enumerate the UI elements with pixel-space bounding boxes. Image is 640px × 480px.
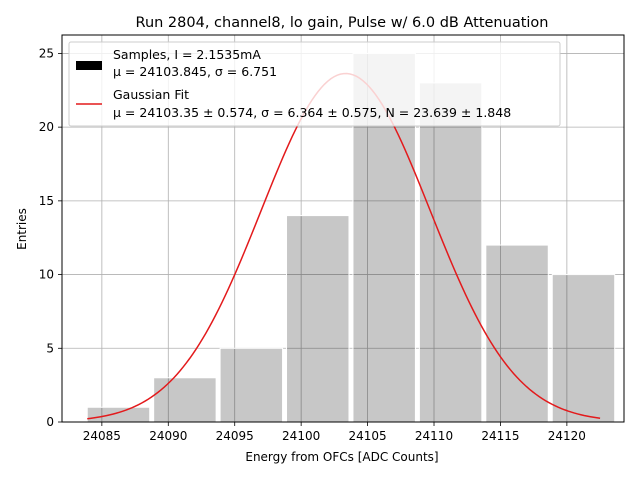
y-tick-label-0: 0 <box>46 415 54 429</box>
histogram-bar-3 <box>286 215 350 423</box>
x-tick-label-2: 24095 <box>216 429 254 443</box>
histogram-bar-5 <box>418 82 483 423</box>
y-axis-ticks: 0 5 10 15 20 25 <box>39 46 62 429</box>
legend-samples-label: Samples, I = 2.1535mA <box>113 47 261 62</box>
histogram-bar-7 <box>551 274 616 423</box>
legend-samples-stats: μ = 24103.845, σ = 6.751 <box>113 64 277 79</box>
chart-title: Run 2804, channel8, lo gain, Pulse w/ 6.… <box>136 15 549 31</box>
histogram-bar-6 <box>485 244 549 423</box>
legend-fit-stats: μ = 24103.35 ± 0.574, σ = 6.364 ± 0.575,… <box>113 105 511 120</box>
x-tick-label-1: 24090 <box>149 429 187 443</box>
plot-frame <box>61 34 625 423</box>
x-tick-label-0: 24085 <box>83 429 121 443</box>
y-tick-label-4: 20 <box>39 120 54 134</box>
legend-samples-swatch <box>76 61 102 70</box>
legend-fit-label: Gaussian Fit <box>113 87 189 102</box>
legend: Samples, I = 2.1535mA μ = 24103.845, σ =… <box>68 41 561 127</box>
y-tick-label-2: 10 <box>39 268 54 282</box>
histogram-bar-1 <box>153 377 217 423</box>
x-tick-label-4: 24105 <box>348 429 386 443</box>
y-tick-label-1: 5 <box>46 341 54 355</box>
x-tick-label-6: 24115 <box>481 429 519 443</box>
histogram-bar-2 <box>219 347 284 423</box>
x-axis-label: Energy from OFCs [ADC Counts] <box>245 450 438 464</box>
legend-box <box>68 41 561 127</box>
x-tick-label-5: 24110 <box>415 429 453 443</box>
x-tick-label-7: 24120 <box>548 429 586 443</box>
x-axis-ticks: 24085 24090 24095 24100 24105 24110 24115 24120 <box>83 422 586 443</box>
histogram-bar-0 <box>86 406 151 423</box>
y-axis-label: Entries <box>15 208 29 250</box>
y-tick-label-5: 25 <box>39 46 54 60</box>
x-tick-label-3: 24100 <box>282 429 320 443</box>
y-tick-label-3: 15 <box>39 194 54 208</box>
